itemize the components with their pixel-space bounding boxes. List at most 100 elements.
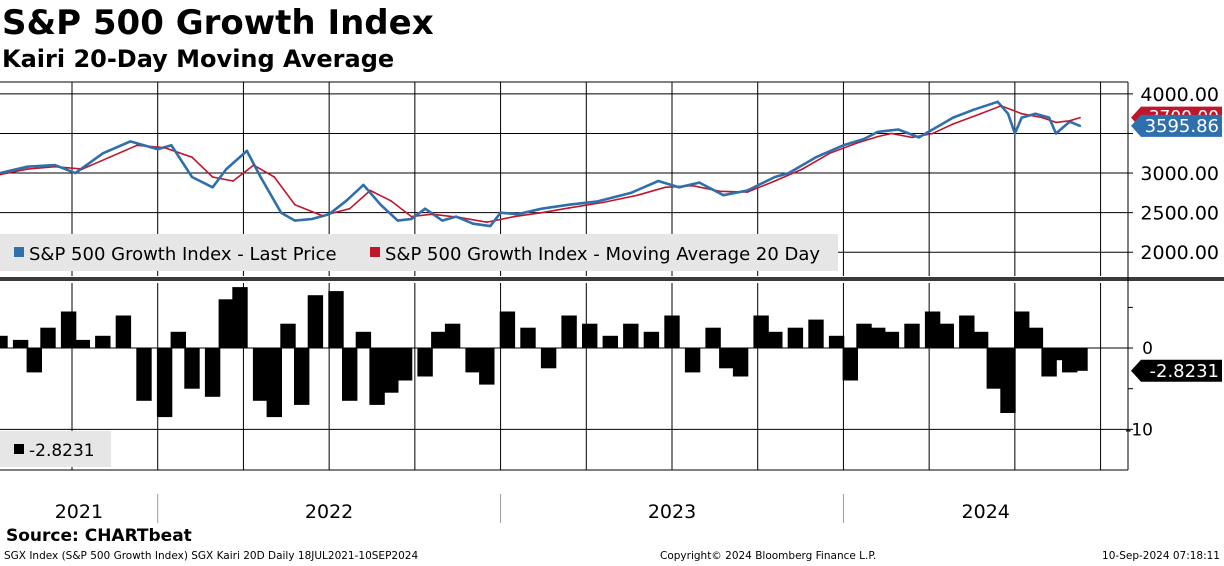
kairi-bar [479, 348, 495, 385]
kairi-bar [355, 331, 372, 349]
kairi-bar [369, 348, 385, 405]
moving-average-point [410, 215, 413, 218]
last-price-point [396, 219, 399, 222]
kairi-bar [602, 335, 618, 348]
last-price-point [567, 203, 571, 206]
moving-average-point [252, 164, 255, 167]
kairi-bar [95, 335, 111, 348]
kairi-bar [664, 315, 680, 348]
year-label: 2022 [305, 501, 353, 523]
kairi-bar [218, 299, 234, 349]
kairi-bar [904, 323, 920, 349]
last-price-point [842, 144, 845, 147]
last-price-point [746, 189, 749, 192]
moving-average-point [568, 207, 570, 209]
moving-average-point [0, 173, 1, 176]
last-price-point [211, 186, 214, 189]
last-price-point [499, 211, 502, 214]
kairi-bar [582, 323, 598, 349]
last-price-point [362, 183, 365, 187]
kairi-bar [26, 348, 42, 373]
moving-average-point [486, 221, 488, 224]
last-price-point [259, 175, 262, 179]
kairi-bar [753, 315, 769, 348]
last-price-point [345, 199, 348, 202]
last-price-point [26, 165, 29, 168]
last-price-point [787, 171, 790, 175]
last-price-point [293, 219, 297, 222]
moving-average-point [294, 203, 296, 206]
kairi-bar [156, 348, 173, 418]
last-price-point [225, 167, 228, 171]
kairi-bar [307, 295, 324, 348]
kairi-bar [294, 348, 310, 405]
kairi-bar [1014, 311, 1030, 349]
last-price-point [156, 148, 159, 151]
kairi-bar [732, 348, 749, 377]
kairi-bar [0, 335, 8, 348]
kairi-bar [252, 348, 269, 401]
last-price-point [1078, 124, 1082, 128]
last-price-point [938, 124, 941, 127]
moving-average-line [0, 104, 1081, 224]
kairi-bar [883, 331, 900, 349]
kairi-bar [1000, 348, 1016, 413]
moving-average-point [54, 165, 56, 168]
moving-average-point [1020, 112, 1023, 115]
kairi-bar [959, 315, 975, 348]
last-price-point [629, 191, 633, 195]
kairi-bar [40, 327, 56, 348]
kairi-bar [870, 327, 886, 348]
kairi-value-label: -2.8231 [1150, 361, 1219, 382]
moving-average-point [431, 213, 433, 216]
kairi-bar [383, 348, 399, 393]
kairi-bar [808, 319, 824, 349]
moving-average-point [211, 176, 214, 178]
kairi-bar [540, 348, 557, 369]
kairi-bar [499, 311, 516, 349]
moving-average-point [540, 211, 543, 214]
kairi-bar [924, 311, 941, 349]
kairi-bar [705, 327, 721, 348]
last-price-point [722, 194, 725, 197]
footer-copyright: Copyright© 2024 Bloomberg Finance L.P. [660, 550, 877, 562]
chart-frame [0, 81, 1224, 471]
last-price-line [0, 100, 1081, 228]
last-price-point [897, 128, 900, 131]
price-tick-label: 2000.00 [1140, 242, 1219, 264]
last-price-point [1054, 132, 1058, 135]
kairi-tick-label: -10 [1125, 420, 1153, 440]
last-price-point [1047, 116, 1051, 119]
kairi-bar [417, 348, 433, 377]
chart-title: S&P 500 Growth Index [2, 3, 434, 43]
last-price-point [129, 140, 132, 143]
moving-average-point [828, 152, 831, 155]
last-price-point [657, 179, 660, 183]
moving-average-point [1068, 119, 1071, 122]
moving-average-point [774, 180, 776, 182]
last-price-point [1020, 116, 1023, 119]
kairi-bar [842, 348, 858, 381]
kairi-bar [986, 348, 1002, 389]
last-price-point [1013, 132, 1017, 135]
kairi-bar [396, 348, 413, 381]
last-price-point [1034, 112, 1037, 115]
moving-average-point [108, 156, 111, 159]
moving-average-point [979, 112, 982, 115]
last-price-point [595, 200, 598, 203]
moving-average-point [458, 216, 461, 219]
kairi-bar [204, 348, 221, 397]
last-price-point [876, 130, 879, 134]
kairi-bar [60, 311, 77, 349]
moving-average-legend-swatch [370, 247, 380, 257]
moving-average-point [1000, 104, 1002, 107]
kairi-legend-swatch [14, 444, 24, 454]
last-price-point [996, 100, 999, 104]
moving-average-point [952, 123, 954, 125]
last-price-point [379, 203, 382, 206]
kairi-bar [623, 323, 639, 349]
kairi-bar [643, 331, 660, 349]
moving-average-point [369, 189, 372, 192]
kairi-bar [767, 331, 783, 349]
last-price-point [170, 144, 173, 147]
